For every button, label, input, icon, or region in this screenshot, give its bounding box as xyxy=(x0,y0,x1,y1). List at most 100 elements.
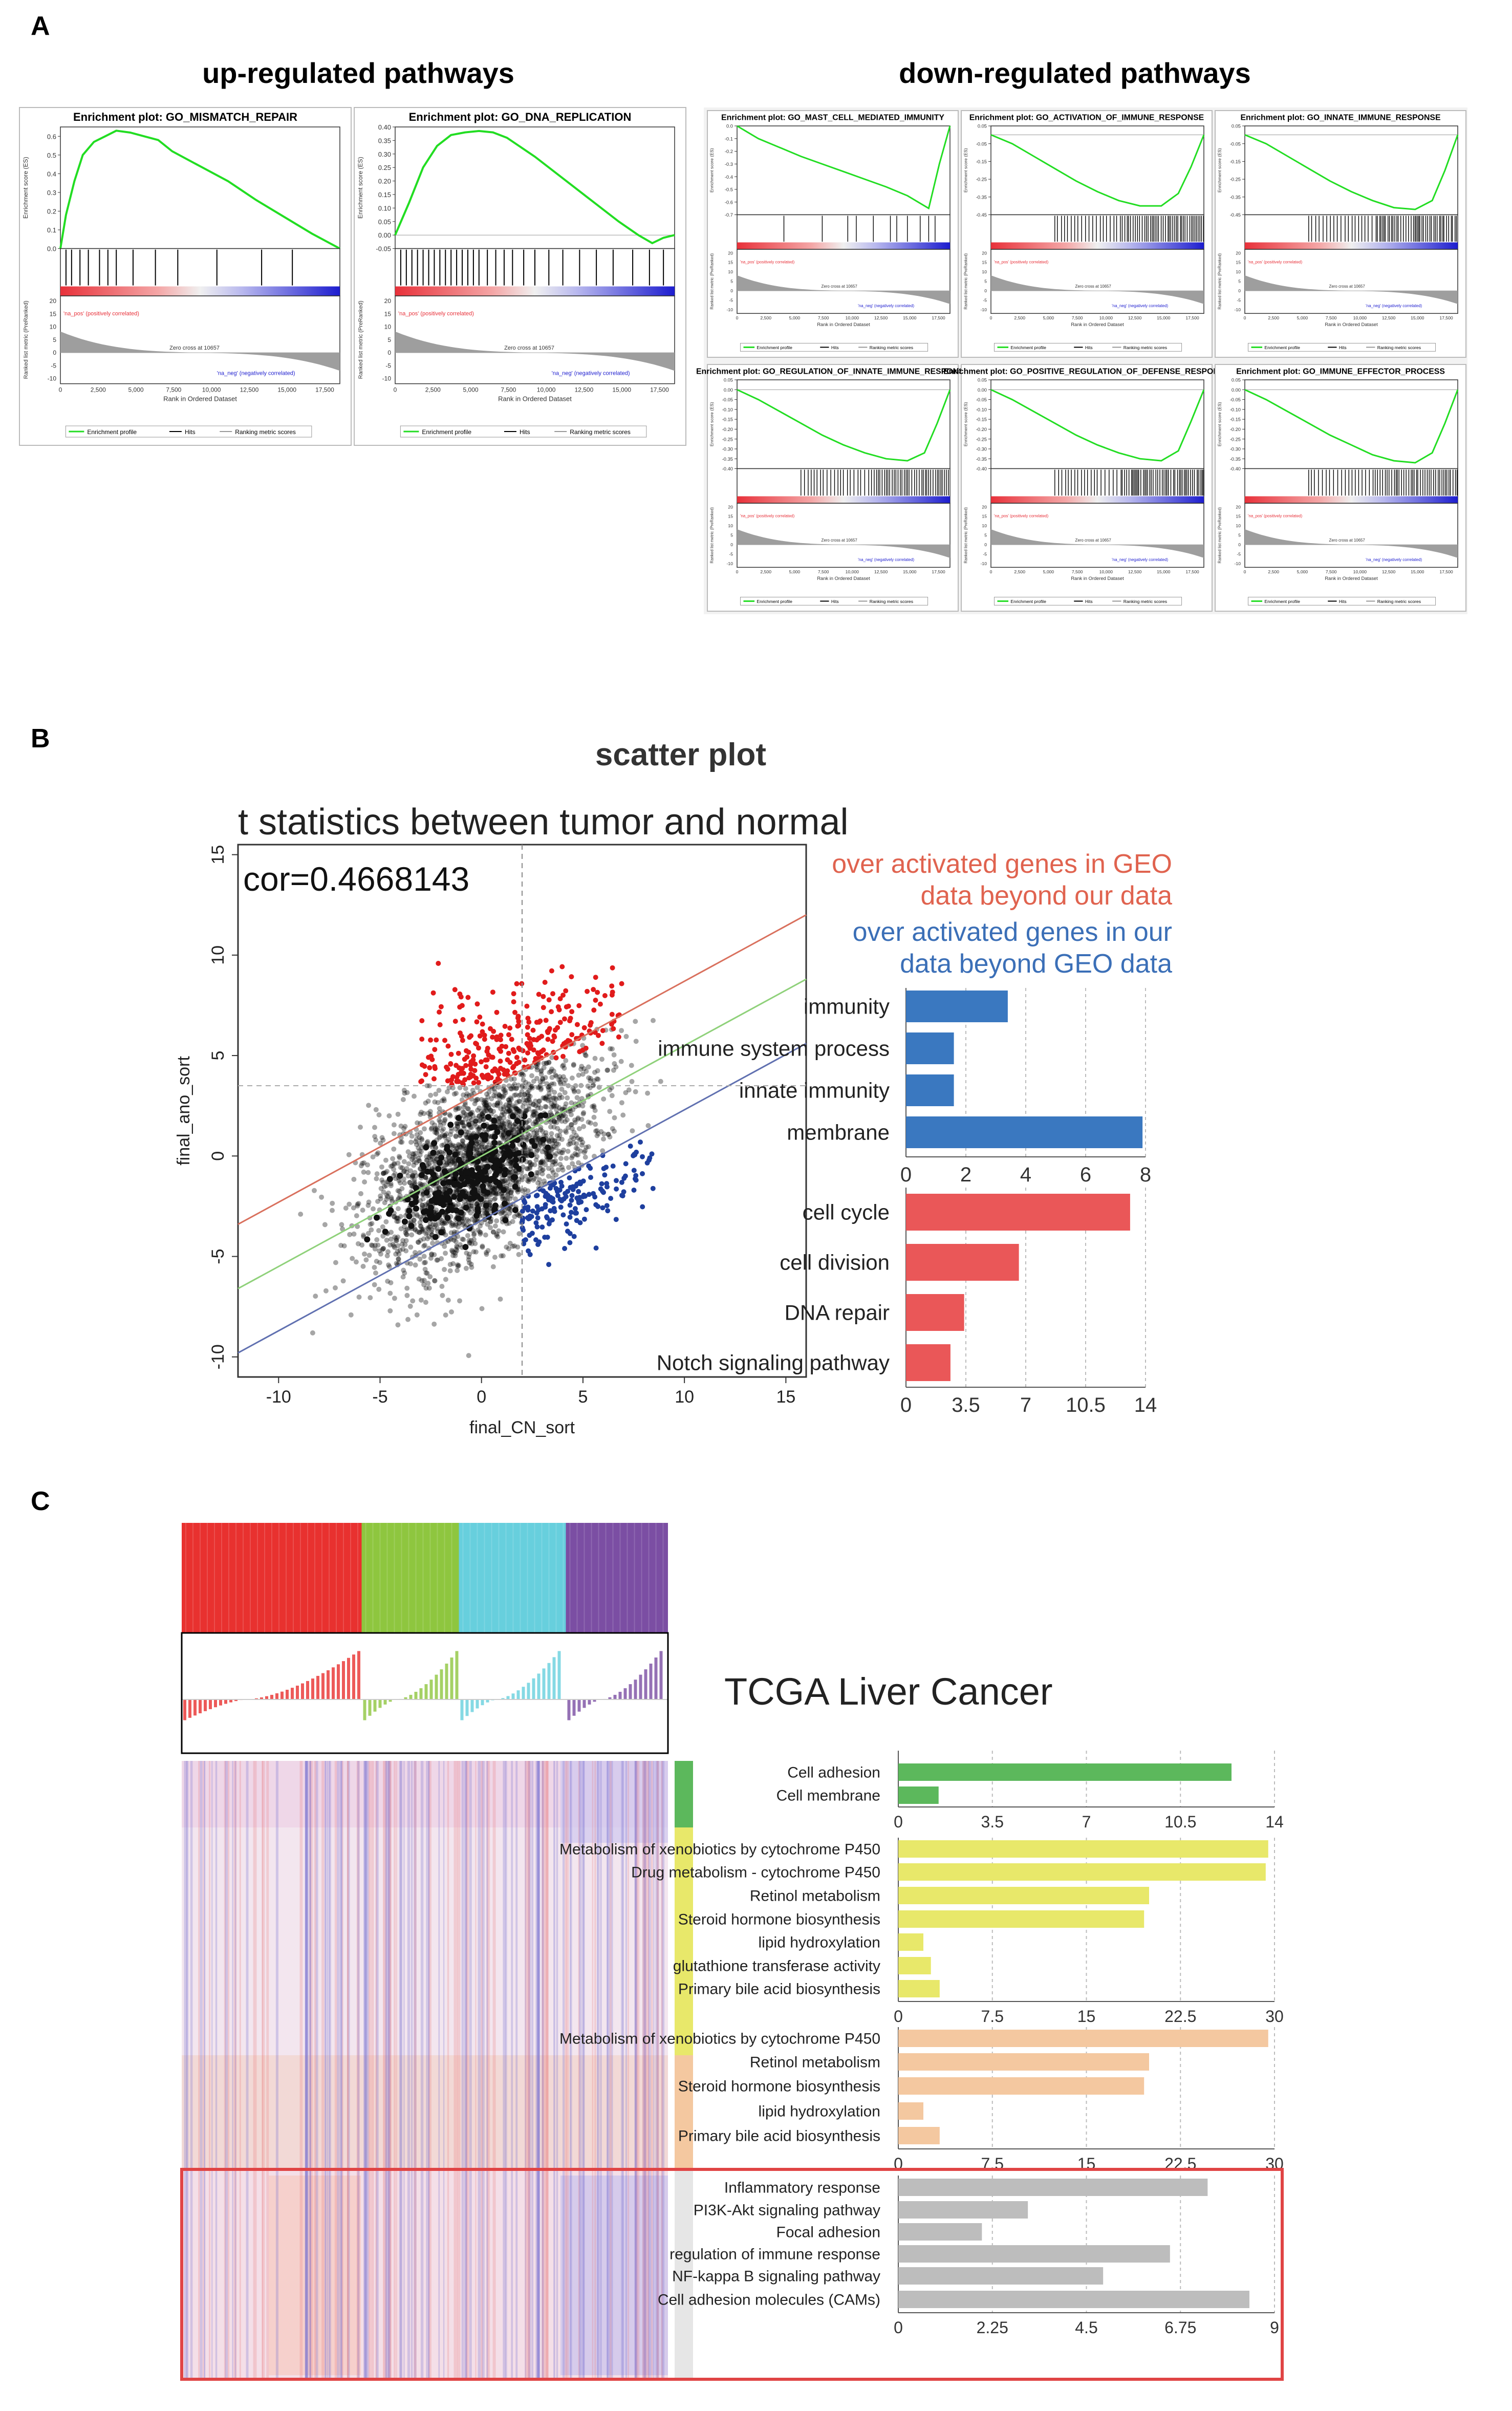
data-point xyxy=(501,1106,506,1112)
legend-box xyxy=(740,596,928,606)
data-point xyxy=(365,1162,370,1168)
data-point xyxy=(470,1180,477,1187)
x-tick-label: 10,000 xyxy=(846,315,859,320)
data-point xyxy=(453,1239,459,1244)
data-point xyxy=(523,1108,529,1113)
legend-box xyxy=(740,342,928,352)
data-point xyxy=(409,1175,415,1180)
data-point xyxy=(414,1132,420,1137)
data-point xyxy=(466,1218,471,1224)
neg-label: 'na_neg' (negatively correlated) xyxy=(1366,304,1422,308)
data-point xyxy=(459,1189,466,1196)
data-point xyxy=(394,1215,399,1221)
legend-profile: Enrichment profile xyxy=(1264,599,1300,604)
data-point xyxy=(447,1162,453,1167)
es-tick-label: -0.10 xyxy=(976,407,987,412)
data-point xyxy=(549,968,554,974)
data-point xyxy=(448,1061,453,1066)
data-point xyxy=(441,1096,447,1102)
data-point xyxy=(388,1181,394,1187)
rank-tick-label: 10 xyxy=(982,523,987,528)
bar xyxy=(898,2127,940,2144)
data-point xyxy=(428,1053,434,1059)
data-point xyxy=(450,1261,456,1266)
heatmap-column xyxy=(453,1761,457,2378)
x-tick-label: 9 xyxy=(1270,2318,1279,2337)
data-point xyxy=(414,1173,419,1178)
x-axis-label: Rank in Ordered Dataset xyxy=(1071,576,1124,581)
data-point xyxy=(479,1173,485,1180)
data-point xyxy=(419,1136,424,1142)
data-point xyxy=(522,1092,527,1097)
data-point xyxy=(417,1256,423,1262)
data-point xyxy=(546,1084,551,1090)
data-point xyxy=(534,1149,539,1154)
data-point xyxy=(544,1150,549,1155)
rank-tick-label: -5 xyxy=(385,362,391,369)
data-point xyxy=(645,1123,651,1128)
rank-tick-label: 10 xyxy=(728,269,733,274)
data-point xyxy=(451,1091,457,1097)
data-point xyxy=(516,1098,522,1104)
data-point xyxy=(463,1147,468,1152)
data-point xyxy=(593,998,598,1003)
rank-color-bar xyxy=(395,286,675,296)
y-tick-label: 15 xyxy=(208,845,228,865)
profile-bar xyxy=(342,1661,345,1699)
data-point xyxy=(430,1222,436,1228)
data-point xyxy=(414,1312,420,1318)
data-point xyxy=(515,1023,521,1029)
data-point xyxy=(465,1106,470,1111)
gsea-mismatch-repair: Enrichment plot: GO_MISMATCH_REPAIR0.60.… xyxy=(19,107,352,446)
legend-box xyxy=(993,596,1182,606)
rank-ylabel: Ranked list metric (PreRanked) xyxy=(23,300,29,379)
rank-tick-label: 10 xyxy=(728,523,733,528)
data-point xyxy=(488,1026,493,1031)
data-point xyxy=(436,1189,442,1196)
data-point xyxy=(588,1175,593,1180)
heatmap-column xyxy=(428,1761,431,2378)
neg-label: 'na_neg' (negatively correlated) xyxy=(1366,557,1422,562)
data-point xyxy=(553,1055,559,1061)
profile-bar xyxy=(183,1699,186,1720)
es-tick-label: -0.30 xyxy=(722,447,733,452)
data-point xyxy=(359,1160,365,1166)
data-point xyxy=(574,1218,579,1223)
data-point xyxy=(558,1150,564,1156)
data-point xyxy=(396,1206,401,1212)
data-point xyxy=(423,1300,428,1305)
data-point xyxy=(453,1146,459,1151)
rank-area xyxy=(1245,529,1458,558)
rank-ylabel: Ranked list metric (PreRanked) xyxy=(1218,507,1222,563)
data-point xyxy=(482,1102,487,1107)
data-point xyxy=(463,1086,468,1091)
x-tick-label: 17,500 xyxy=(1185,569,1199,574)
data-point xyxy=(426,1285,432,1291)
category-label: Metabolism of xenobiotics by cytochrome … xyxy=(559,2031,880,2048)
data-point xyxy=(388,1230,394,1235)
x-tick-label: 7,500 xyxy=(1072,315,1083,320)
data-point xyxy=(623,1034,629,1039)
data-point xyxy=(508,1096,514,1102)
profile-bar xyxy=(588,1699,591,1705)
data-point xyxy=(524,1108,530,1113)
data-point xyxy=(429,1227,435,1233)
data-point xyxy=(575,1115,581,1121)
profile-bar xyxy=(347,1657,350,1699)
data-point xyxy=(442,1243,447,1249)
category-label: Inflammatory response xyxy=(724,2180,880,2197)
data-point xyxy=(592,1108,598,1113)
category-label: Cell adhesion molecules (CAMs) xyxy=(658,2292,880,2309)
data-point xyxy=(523,1135,529,1140)
data-point xyxy=(505,1130,512,1136)
legend-profile: Enrichment profile xyxy=(1264,345,1300,350)
data-point xyxy=(614,1186,619,1192)
data-point xyxy=(535,1242,541,1247)
es-tick-label: 0.20 xyxy=(378,178,391,185)
data-point xyxy=(444,1089,450,1094)
data-point xyxy=(485,1114,491,1121)
data-point xyxy=(498,1125,503,1131)
data-point xyxy=(351,1176,357,1182)
data-point xyxy=(559,1086,565,1092)
x-tick-label: 2 xyxy=(960,1164,971,1186)
